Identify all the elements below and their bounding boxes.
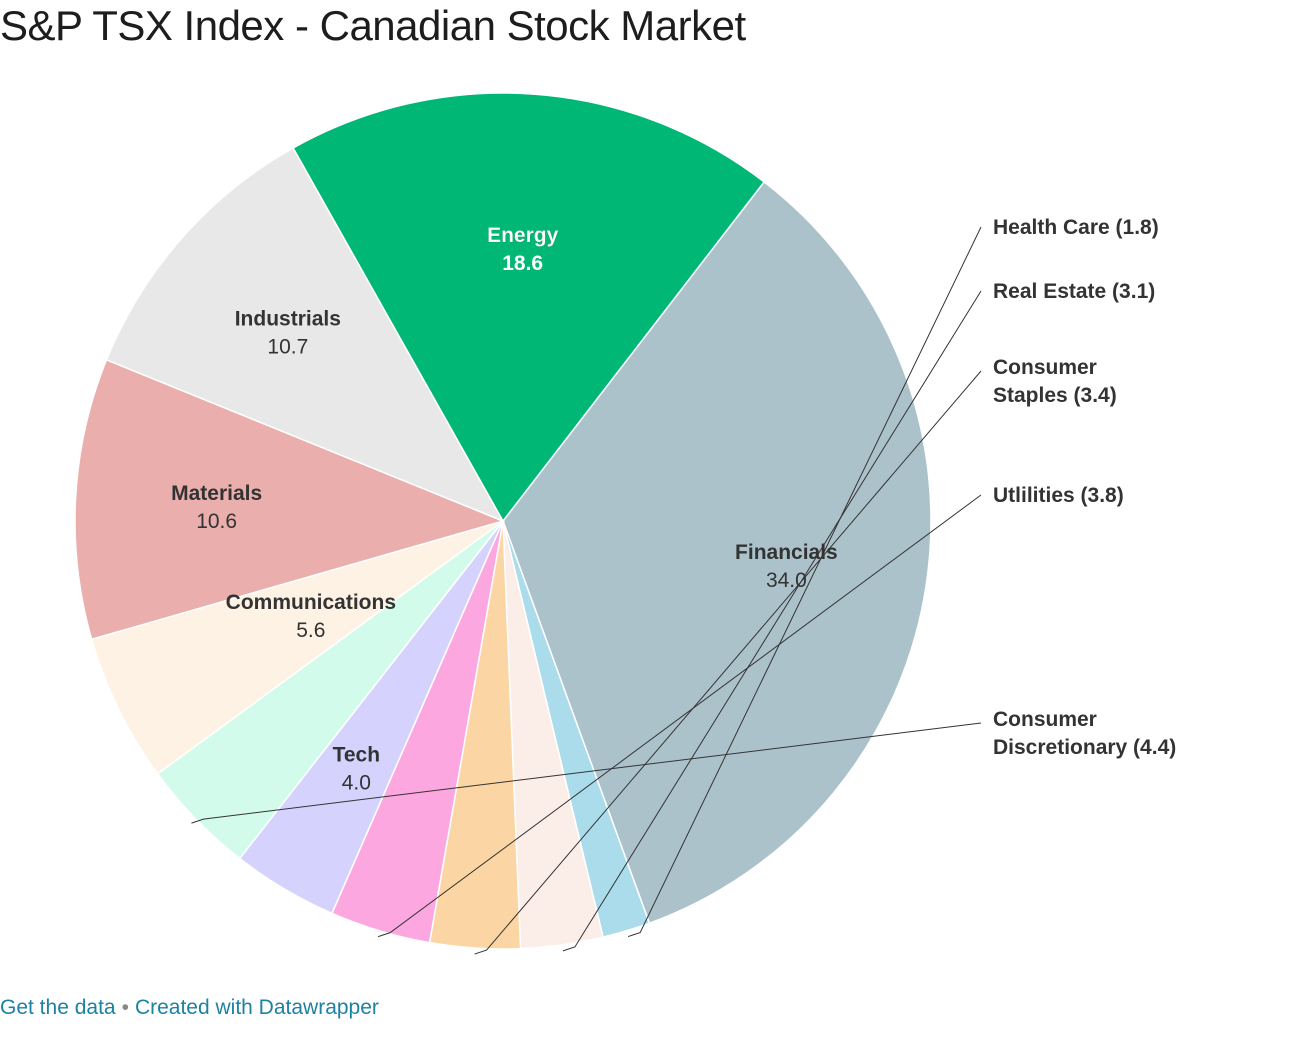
label-value-financials: 34.0 (766, 569, 807, 592)
label-health-care: Health Care (1.8) (993, 216, 1159, 239)
leader-line-health-care (627, 226, 982, 938)
slice-energy (292, 92, 766, 523)
footer-separator: • (121, 996, 129, 1019)
slice-communications (90, 520, 504, 775)
label-value-industrials: 10.7 (267, 335, 308, 358)
label-value-communications: 5.6 (296, 619, 325, 642)
slice-industrials (105, 146, 505, 523)
leader-lines (191, 226, 982, 955)
leader-line-consumer-discretionary (191, 722, 982, 824)
created-with-datawrapper-link[interactable]: Created with Datawrapper (134, 996, 379, 1019)
label-utlilities: Utlilities (3.8) (993, 484, 1124, 507)
label-value-energy: 18.6 (502, 252, 543, 275)
slice-financials (502, 180, 932, 925)
get-the-data-link[interactable]: Get the data (0, 996, 116, 1019)
label-value-materials: 10.6 (196, 510, 237, 533)
pie-slices (74, 92, 932, 950)
footer: Get the data • Created with Datawrapper (0, 996, 379, 1020)
slice-labels: Financials 34.0 Health Care (1.8) Real Esta… (171, 216, 1176, 794)
leader-line-consumer-staples (474, 370, 982, 955)
label-name-tech: Tech (333, 743, 380, 766)
label-consumer-discretionary: Consumer Discretionary (4.4) (993, 708, 1176, 759)
label-consumer-staples: Consumer Staples (3.4) (993, 356, 1117, 407)
label-name-communications: Communications (226, 591, 396, 614)
chart-title: S&P TSX Index - Canadian Stock Market (0, 2, 746, 49)
label-name-industrials: Industrials (235, 307, 341, 330)
slice-materials (74, 358, 506, 641)
label-name-materials: Materials (171, 482, 262, 505)
label-name-energy: Energy (487, 224, 559, 247)
label-value-tech: 4.0 (342, 771, 371, 794)
leader-line-utlilities (377, 494, 982, 938)
pie-chart: Financials 34.0 Health Care (1.8) Real Esta… (74, 92, 1176, 955)
leader-line-real-estate (562, 290, 982, 952)
label-name-financials: Financials (735, 541, 838, 564)
label-real-estate: Real Estate (3.1) (993, 280, 1155, 303)
